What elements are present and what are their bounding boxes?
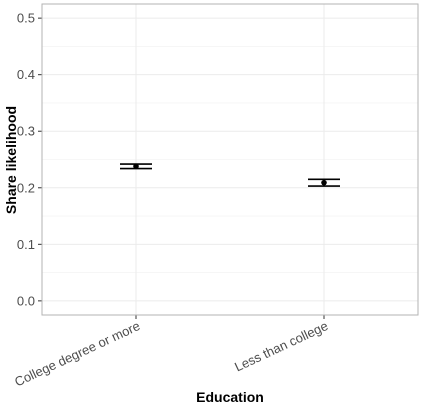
x-tick-label: College degree or more	[12, 318, 142, 389]
y-tick-label: 0.0	[17, 293, 35, 308]
data-point	[321, 179, 327, 186]
x-tick-marks: College degree or more Less than college	[12, 315, 330, 389]
y-axis-title: Share likelihood	[3, 106, 19, 214]
data-marks	[120, 163, 340, 187]
x-axis-title: Education	[196, 389, 264, 405]
data-point	[133, 163, 139, 170]
x-tick-label: Less than college	[232, 318, 330, 374]
data-point-group	[308, 178, 340, 187]
y-tick-label: 0.5	[17, 11, 35, 26]
panel-border	[41, 3, 419, 316]
y-tick-label: 0.2	[17, 180, 35, 195]
data-point-group	[120, 163, 152, 170]
y-tick-label: 0.1	[17, 237, 35, 252]
y-tick-label: 0.3	[17, 124, 35, 139]
y-tick-label: 0.4	[17, 67, 35, 82]
y-ticks: 0.0 0.1 0.2 0.3 0.4 0.5	[17, 11, 42, 308]
grid-lines	[42, 4, 418, 315]
